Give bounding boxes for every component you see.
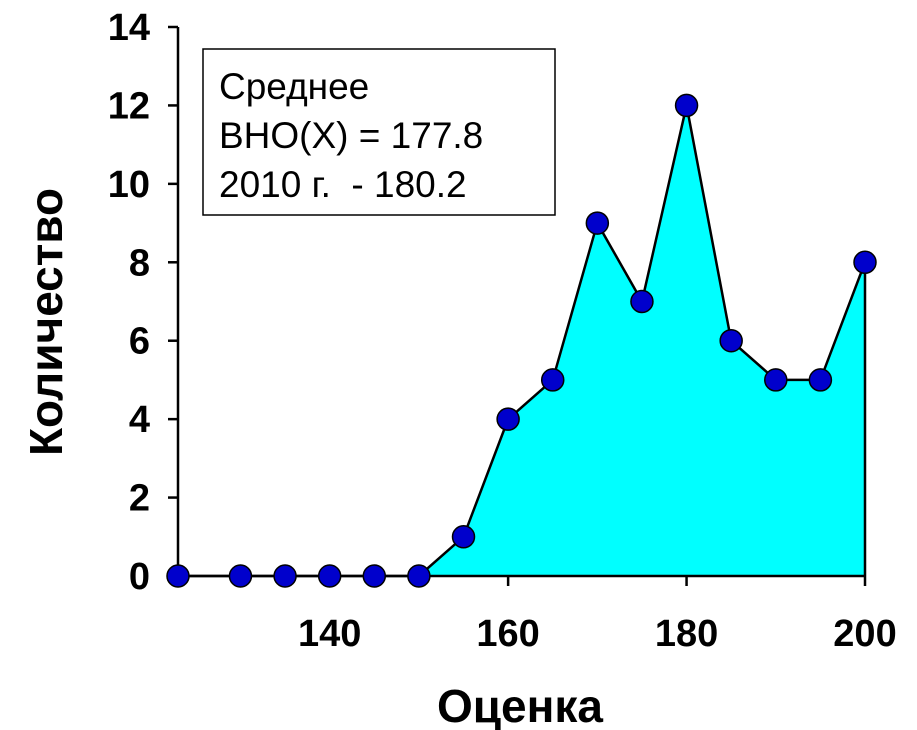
data-point: [764, 368, 788, 392]
data-point: [630, 289, 654, 314]
y-tick-label: 8: [129, 242, 150, 284]
ticks: 0 2 4 6 8 10 12 14 140 160 180 200: [108, 7, 897, 655]
y-axis-title: Количество: [20, 188, 72, 456]
data-point: [273, 564, 297, 588]
annotation-frame: [202, 48, 556, 216]
x-tick-label: 200: [833, 613, 896, 655]
x-axis-title: Оценка: [437, 680, 603, 730]
annotation-box: Среднее ВНО(X) = 177.8 2010 г. - 180.2: [202, 48, 556, 216]
y-tick-label: 0: [129, 556, 150, 598]
data-point: [317, 564, 342, 588]
annotation-line-2: ВНО(X) = 177.8: [219, 115, 483, 156]
data-point: [166, 564, 190, 588]
data-point: [585, 211, 610, 235]
markers: [166, 93, 877, 588]
data-point: [808, 368, 833, 392]
data-point: [496, 407, 520, 431]
data-point: [674, 93, 699, 118]
x-tick-label: 180: [655, 613, 718, 655]
data-point: [407, 564, 431, 588]
y-tick-label: 4: [129, 399, 150, 441]
annotation-line-1: Среднее: [219, 66, 369, 107]
data-point: [540, 368, 565, 392]
data-point: [362, 564, 387, 588]
data-point: [228, 564, 253, 588]
y-tick-label: 2: [129, 478, 150, 520]
series-area-fill: [178, 105, 865, 576]
x-tick-label: 140: [298, 613, 361, 655]
data-point: [719, 328, 743, 353]
annotation-line-3: 2010 г. - 180.2: [219, 164, 467, 205]
y-tick-label: 14: [108, 7, 150, 49]
y-tick-label: 6: [129, 321, 150, 363]
x-tick-label: 160: [476, 613, 539, 655]
y-tick-label: 10: [108, 164, 150, 206]
data-point: [853, 250, 877, 275]
data-point: [451, 525, 476, 549]
y-tick-label: 12: [108, 85, 150, 127]
